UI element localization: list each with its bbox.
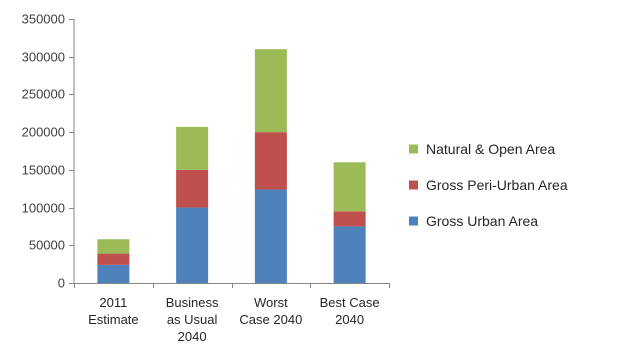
x-category-label: Best Case 2040	[320, 295, 380, 327]
x-category-label-line: Worst	[254, 295, 288, 310]
legend-label: Gross Urban Area	[426, 213, 538, 229]
legend-swatch	[409, 180, 418, 190]
x-category-label-line: 2040	[178, 329, 207, 344]
x-category-label-line: Best Case	[320, 295, 380, 310]
bar-segment	[176, 169, 209, 208]
x-category-label: Worst Case 2040	[239, 295, 302, 327]
y-tick-label: 50000	[29, 238, 65, 253]
bar-segment	[254, 189, 287, 283]
bar-segment	[254, 49, 287, 133]
bar-segment	[97, 264, 130, 283]
y-tick-label: 250000	[22, 87, 65, 102]
legend-label: Natural & Open Area	[426, 141, 555, 157]
legend-swatch	[409, 216, 418, 226]
x-category-label-line: as Usual	[167, 312, 218, 327]
y-tick-label: 100000	[22, 201, 65, 216]
y-tick-label: 300000	[22, 50, 65, 65]
legend-label: Gross Peri-Urban Area	[426, 177, 568, 193]
y-tick-label: 200000	[22, 125, 65, 140]
bar-segment	[97, 239, 130, 254]
x-category-label-line: Estimate	[88, 312, 139, 327]
bar-segment	[333, 226, 366, 283]
bar-segment	[254, 132, 287, 190]
y-tick-label: 350000	[22, 12, 65, 27]
bar-segment	[97, 253, 130, 265]
y-tick-label: 150000	[22, 163, 65, 178]
y-tick-label: 0	[58, 276, 65, 291]
legend-swatch	[409, 144, 418, 154]
x-category-label-line: Case 2040	[239, 312, 302, 327]
bar-segment	[176, 207, 209, 283]
x-category-label: Business as Usual 2040	[166, 295, 219, 344]
x-category-label: 2011 Estimate	[88, 295, 139, 327]
x-category-label-line: Business	[166, 295, 219, 310]
bar-segment	[176, 126, 209, 170]
bar-segment	[333, 211, 366, 227]
bar-segment	[333, 162, 366, 212]
x-category-label-line: 2011	[99, 295, 127, 310]
x-category-label-line: 2040	[335, 312, 364, 327]
